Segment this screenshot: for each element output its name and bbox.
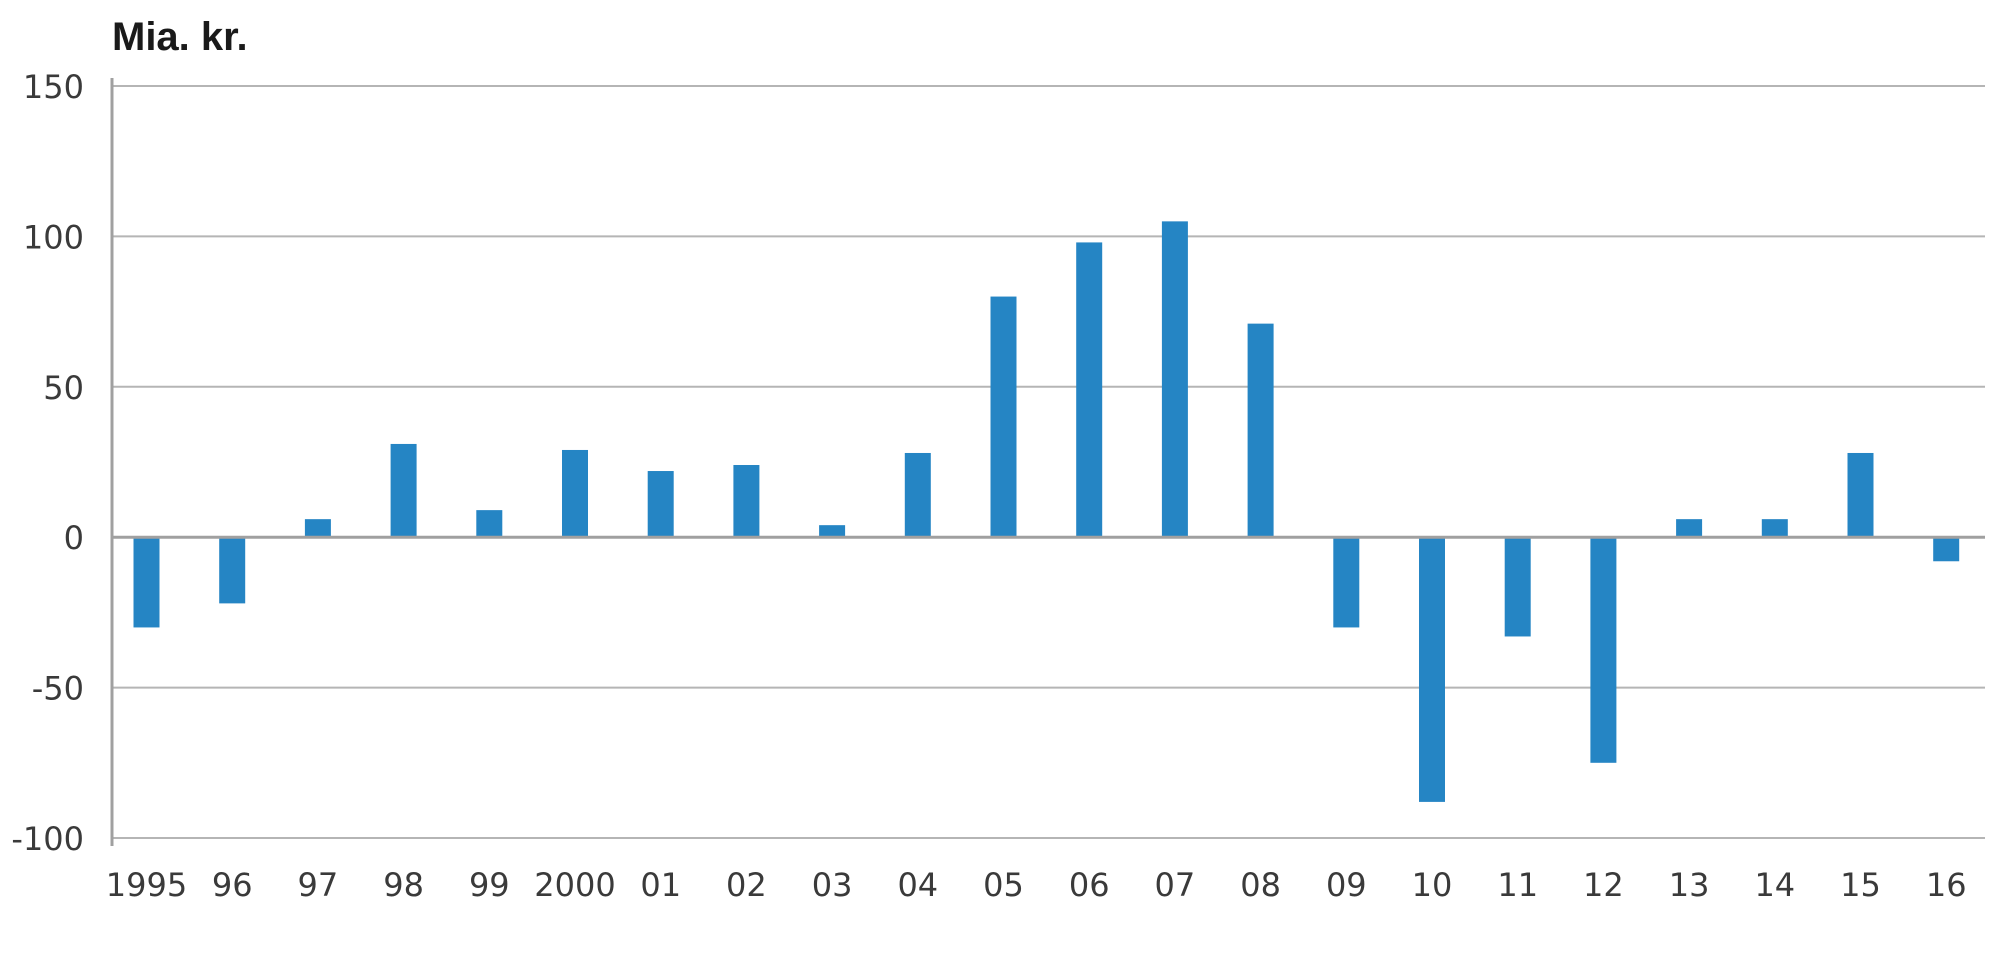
y-tick-label: 100 [23,218,84,256]
bar-01 [647,471,674,538]
x-tick-label: 11 [1497,866,1538,904]
bar-98 [390,443,417,538]
x-tick-label: 05 [983,866,1024,904]
bar-96 [219,537,246,604]
bar-11 [1504,537,1531,637]
y-tick-label: -50 [32,670,84,708]
x-tick-label: 13 [1669,866,1710,904]
x-tick-label: 96 [212,866,253,904]
y-tick-labels: 150 100 50 0 -50 -100 [11,68,84,858]
x-tick-label: 01 [640,866,681,904]
bar-97 [304,519,331,538]
bar-1995 [133,537,160,628]
bar-14 [1761,519,1788,538]
x-tick-label: 10 [1412,866,1453,904]
y-tick-label: 150 [23,68,84,106]
x-tick-label: 09 [1326,866,1367,904]
bar-07 [1161,221,1188,538]
x-tick-label: 14 [1754,866,1795,904]
x-tick-label: 07 [1155,866,1196,904]
x-tick-label: 2000 [534,866,615,904]
x-tick-label: 99 [469,866,510,904]
bar-02 [733,465,760,538]
bar-13 [1676,519,1703,538]
unit-label: Mia. kr. [112,15,248,59]
bar-16 [1933,537,1960,562]
x-tick-label: 98 [383,866,424,904]
y-tick-label: -100 [11,820,84,858]
bar-2000 [562,449,588,538]
y-tick-label: 0 [64,519,84,557]
bar-03 [819,525,846,538]
x-tick-label: 1995 [106,866,187,904]
bar-99 [476,510,503,538]
x-tick-label: 97 [298,866,339,904]
y-tick-label: 50 [43,369,84,407]
bar-15 [1847,452,1874,538]
x-tick-label: 02 [726,866,767,904]
x-tick-label: 15 [1840,866,1881,904]
x-tick-label: 03 [812,866,853,904]
bar-04 [904,452,931,538]
bar-05 [990,296,1017,538]
x-tick-label: 08 [1240,866,1281,904]
x-tick-label: 16 [1926,866,1967,904]
x-tick-labels: 1995 96 97 98 99 2000 01 02 03 04 05 06 07 08 09 10 11 12… [106,866,1967,904]
x-tick-label: 04 [897,866,938,904]
bar-10 [1419,537,1445,802]
bars [133,221,1960,802]
bar-08 [1247,323,1274,538]
bar-12 [1590,537,1617,763]
bar-09 [1333,537,1360,628]
x-tick-label: 12 [1583,866,1624,904]
bar-06 [1076,242,1103,538]
x-tick-label: 06 [1069,866,1110,904]
